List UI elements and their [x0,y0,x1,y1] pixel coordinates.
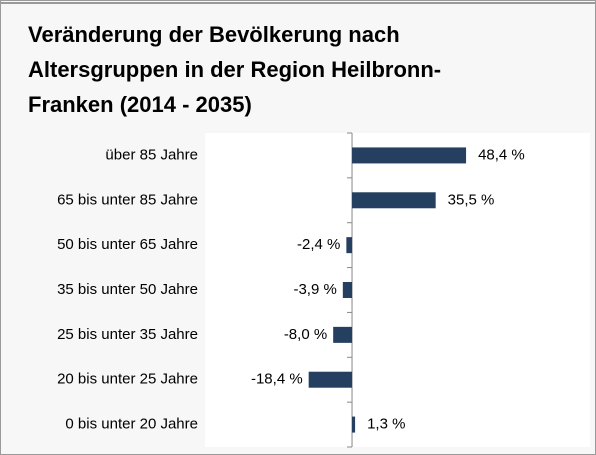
category-label: über 85 Jahre [105,146,198,163]
category-label: 50 bis unter 65 Jahre [57,236,198,253]
value-label: 48,4 % [478,146,525,163]
value-label: -3,9 % [293,281,336,298]
category-label: 0 bis unter 20 Jahre [65,416,198,433]
chart-title: Veränderung der Bevölkerung nach [28,22,400,47]
plot-area [205,133,590,447]
value-label: -2,4 % [297,236,340,253]
bar [346,237,353,254]
bar [308,371,353,388]
category-label: 65 bis unter 85 Jahre [57,191,198,208]
bar [352,192,436,209]
value-label: -8,0 % [284,326,327,343]
value-label: 35,5 % [448,191,495,208]
category-label: 25 bis unter 35 Jahre [57,326,198,343]
bar [352,416,356,433]
bar [333,326,353,343]
category-label: 20 bis unter 25 Jahre [57,371,198,388]
category-label: 35 bis unter 50 Jahre [57,281,198,298]
value-label: -18,4 % [251,371,303,388]
value-label: 1,3 % [367,416,405,433]
chart-title: Altersgruppen in der Region Heilbronn- [28,57,441,82]
chart-title: Franken (2014 - 2035) [28,92,252,117]
bar [342,282,353,298]
bar [352,147,467,164]
